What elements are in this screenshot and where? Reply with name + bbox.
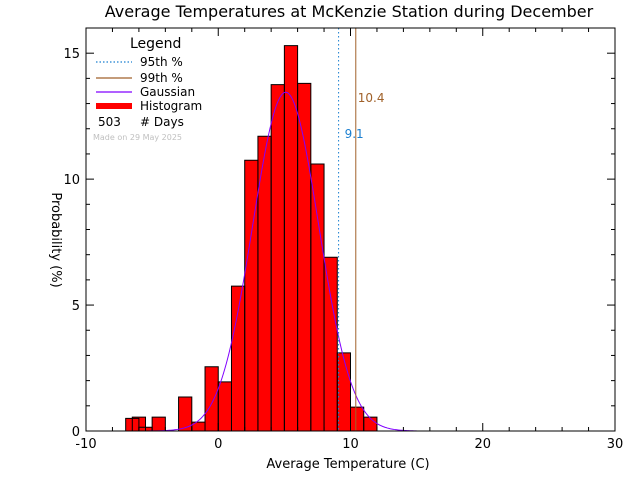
histogram-bar-10 — [257, 136, 272, 431]
histogram-outline-3 — [151, 416, 166, 431]
y-tick-label-0: 0 — [72, 425, 80, 440]
histogram-bar-12 — [284, 45, 298, 431]
x-axis-label: Average Temperature (C) — [266, 457, 429, 472]
histogram-bar-17 — [350, 407, 364, 431]
legend-days-count: 503 — [98, 115, 121, 129]
y-tick-label-1: 5 — [72, 299, 80, 314]
percentile-99-label: 10.4 — [358, 91, 385, 105]
legend-label-histogram: Histogram — [140, 99, 202, 113]
histogram-bar-18 — [363, 417, 377, 431]
y-tick-label-3: 15 — [63, 47, 80, 62]
x-tick-label-2: 10 — [342, 437, 359, 452]
histogram-bar-6 — [205, 366, 219, 431]
histogram-outline-4 — [178, 396, 193, 431]
histogram-bar-15 — [324, 257, 338, 431]
percentile-95-label: 9.1 — [345, 127, 364, 141]
legend-label-gaussian: Gaussian — [140, 85, 195, 99]
legend: Legend 95th % 99th % Gaussian Histogram … — [93, 36, 202, 142]
histogram-bar-5 — [191, 422, 206, 431]
legend-days-label: # Days — [140, 115, 184, 129]
histogram-bar-9 — [244, 160, 258, 431]
legend-label-99th: 99th % — [140, 71, 183, 85]
y-axis-label: Probability (%) — [48, 192, 63, 287]
histogram-bar-16 — [337, 352, 351, 431]
legend-label-95th: 95th % — [140, 55, 183, 69]
histogram-bar-11 — [271, 84, 285, 431]
x-tick-label-4: 30 — [607, 437, 624, 452]
x-tick-label-3: 20 — [474, 437, 491, 452]
histogram-bar-13 — [297, 83, 311, 431]
chart-title: Average Temperatures at McKenzie Station… — [105, 2, 594, 21]
histogram-outline-16 — [336, 352, 351, 431]
x-tick-label-0: -10 — [75, 437, 96, 452]
y-tick-label-2: 10 — [63, 173, 80, 188]
histogram-bar-8 — [231, 286, 245, 431]
histogram-outline-1 — [131, 416, 147, 431]
histogram-bar-4 — [178, 396, 192, 431]
made-on-note: Made on 29 May 2025 — [93, 133, 182, 142]
legend-title: Legend — [130, 36, 181, 52]
histogram-bar-7 — [218, 381, 232, 431]
histogram-outline-18 — [363, 416, 378, 431]
histogram-outline-15 — [323, 256, 338, 431]
histogram-bar-3 — [152, 417, 166, 431]
histogram-bar-14 — [310, 164, 325, 431]
x-tick-label-1: 0 — [214, 437, 222, 452]
gaussian-curve — [138, 91, 417, 432]
